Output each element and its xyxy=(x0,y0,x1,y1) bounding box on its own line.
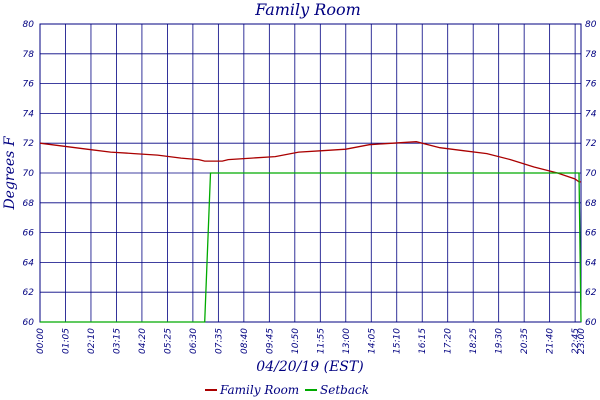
y-tick-label-left: 62 xyxy=(23,288,35,298)
x-tick-label: 22:45 xyxy=(571,328,581,354)
x-tick-label: 15:10 xyxy=(393,328,403,354)
x-tick-label: 13:00 xyxy=(342,328,352,354)
y-tick-label-right: 76 xyxy=(585,80,597,90)
y-tick-label-left: 74 xyxy=(23,109,35,119)
y-tick-label-right: 68 xyxy=(585,199,597,209)
y-tick-label-left: 66 xyxy=(23,229,35,239)
x-tick-label: 21:40 xyxy=(546,328,556,354)
x-tick-label: 10:50 xyxy=(291,328,301,354)
y-tick-label-left: 68 xyxy=(23,199,35,209)
series-layer xyxy=(39,141,582,323)
y-tick-label-left: 78 xyxy=(23,50,35,60)
y-tick-label-right: 72 xyxy=(585,139,597,149)
chart-title: Family Room xyxy=(254,0,361,19)
y-tick-label-right: 64 xyxy=(585,258,597,268)
y-tick-label-right: 66 xyxy=(585,229,597,239)
y-tick-label-left: 64 xyxy=(23,258,35,268)
legend-label: Setback xyxy=(320,383,369,397)
y-tick-label-left: 76 xyxy=(23,80,35,90)
y-tick-label-right: 80 xyxy=(585,20,597,30)
y-tick-label-right: 62 xyxy=(585,288,597,298)
x-axis-title: 04/20/19 (EST) xyxy=(256,359,363,375)
y-axis-title: Degrees F xyxy=(2,135,18,210)
x-tick-label: 20:35 xyxy=(520,328,530,354)
y-tick-label-left: 80 xyxy=(23,20,35,30)
x-tick-label: 06:30 xyxy=(189,328,199,354)
series-line-family-room xyxy=(39,141,581,183)
y-tick-label-left: 70 xyxy=(23,169,35,179)
x-tick-label: 11:55 xyxy=(316,328,326,354)
x-tick-label: 09:45 xyxy=(265,328,275,354)
tick-labels: 60 60 62 62 64 64 66 66 68 68 70 70 72 72 74 74 76 76 78 78… xyxy=(23,20,597,354)
x-tick-label: 01:05 xyxy=(61,328,71,354)
x-tick-label: 07:35 xyxy=(214,328,224,354)
y-tick-label-left: 72 xyxy=(23,139,35,149)
series-line-setback xyxy=(40,172,582,323)
x-tick-label: 08:40 xyxy=(240,328,250,354)
x-tick-label: 05:25 xyxy=(163,328,173,354)
legend: Family Room Setback xyxy=(205,383,369,397)
x-tick-label: 03:15 xyxy=(112,328,122,354)
x-tick-label: 23:00 xyxy=(577,328,587,354)
x-tick-label: 14:05 xyxy=(367,328,377,354)
y-tick-label-left: 60 xyxy=(23,318,35,328)
y-tick-label-right: 78 xyxy=(585,50,597,60)
x-tick-label: 00:00 xyxy=(36,328,46,354)
y-tick-label-right: 70 xyxy=(585,169,597,179)
y-tick-label-right: 60 xyxy=(585,318,597,328)
x-tick-label: 19:30 xyxy=(495,328,505,354)
x-tick-label: 04:20 xyxy=(138,328,148,354)
x-tick-label: 17:20 xyxy=(444,328,454,354)
x-tick-label: 16:15 xyxy=(418,328,428,354)
y-tick-label-right: 74 xyxy=(585,109,597,119)
x-tick-label: 18:25 xyxy=(469,328,479,354)
legend-label: Family Room xyxy=(219,383,299,397)
x-tick-label: 02:10 xyxy=(87,328,97,354)
